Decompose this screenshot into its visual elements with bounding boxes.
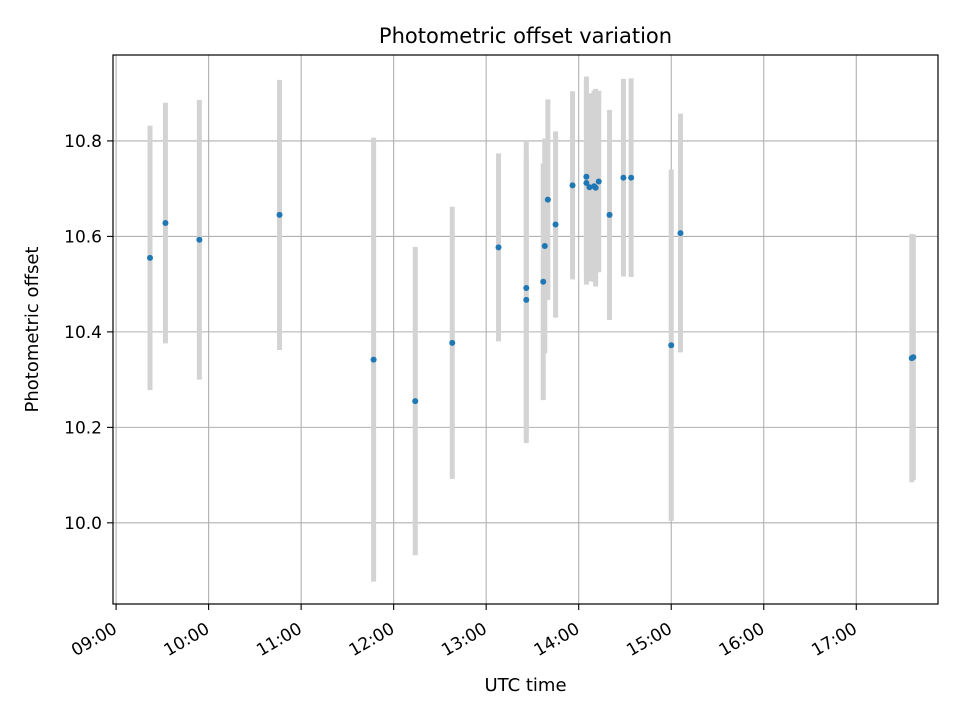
chart-title: Photometric offset variation bbox=[379, 24, 672, 48]
data-point bbox=[449, 339, 456, 346]
data-point bbox=[586, 184, 593, 191]
data-point bbox=[495, 244, 502, 251]
data-point bbox=[541, 242, 548, 249]
y-tick-label: 10.4 bbox=[64, 323, 102, 343]
data-points bbox=[147, 173, 917, 405]
data-point bbox=[606, 211, 613, 218]
data-point bbox=[276, 211, 283, 218]
data-point bbox=[540, 278, 547, 285]
data-point bbox=[147, 254, 154, 261]
data-point bbox=[592, 184, 599, 191]
data-point bbox=[196, 236, 203, 243]
y-axis-label: Photometric offset bbox=[22, 247, 43, 413]
data-point bbox=[677, 230, 684, 237]
data-point bbox=[412, 398, 419, 405]
y-tick-label: 10.8 bbox=[64, 132, 102, 152]
y-tick-label: 10.2 bbox=[64, 418, 102, 438]
data-point bbox=[620, 174, 627, 181]
y-tick-label: 10.6 bbox=[64, 227, 102, 247]
data-point bbox=[523, 296, 530, 303]
data-point bbox=[668, 342, 675, 349]
data-point bbox=[552, 221, 559, 228]
data-point bbox=[569, 182, 576, 189]
data-point bbox=[628, 174, 635, 181]
data-point bbox=[583, 179, 590, 186]
plot-frame bbox=[112, 54, 939, 605]
data-point bbox=[370, 356, 377, 363]
data-point bbox=[910, 354, 917, 361]
x-axis-label: UTC time bbox=[484, 675, 566, 696]
y-tick-label: 10.0 bbox=[64, 514, 102, 534]
y-axis-ticks: 10.0 10.2 10.4 10.6 10.8 bbox=[64, 132, 113, 534]
data-point bbox=[523, 284, 530, 291]
data-point bbox=[583, 173, 590, 180]
data-point bbox=[595, 178, 602, 185]
data-point bbox=[544, 196, 551, 203]
data-point bbox=[162, 220, 169, 227]
